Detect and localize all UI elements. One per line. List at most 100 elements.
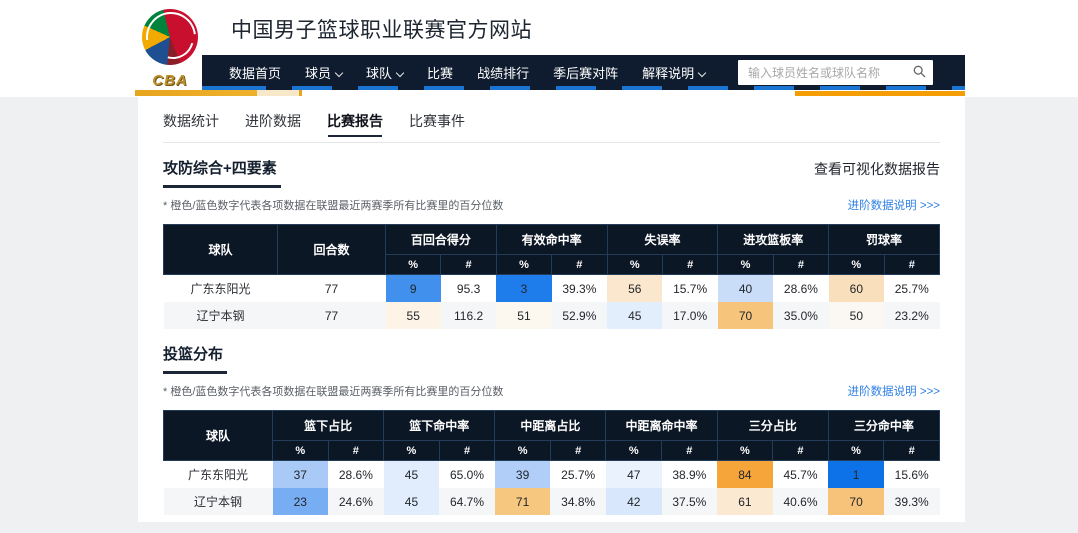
value-cell: 65.0% xyxy=(450,467,485,482)
note-row: * 橙色/蓝色数字代表各项数据在联盟最近两赛季所有比赛里的百分位数 进阶数据说明 … xyxy=(163,383,940,399)
column-header: 球队 xyxy=(163,224,278,275)
sub-column-header: # xyxy=(327,440,385,461)
advanced-data-link[interactable]: 进阶数据说明 >>> xyxy=(847,386,940,398)
nav-item-playoff-bracket[interactable]: 季后赛对阵 xyxy=(553,66,619,81)
percentile-cell: 3 xyxy=(496,274,552,302)
chevron-down-icon xyxy=(697,68,707,78)
column-group-header: 篮下命中率 xyxy=(383,410,496,441)
section-shot-distribution: 投篮分布 * 橙色/蓝色数字代表各项数据在联盟最近两赛季所有比赛里的百分位数 进阶数… xyxy=(163,343,941,515)
percentile-cell: 37 xyxy=(272,460,329,488)
pale-accent-bar xyxy=(257,90,299,96)
section-four-factors: 攻防综合+四要素 查看可视化数据报告 * 橙色/蓝色数字代表各项数据在联盟最近两赛季… xyxy=(163,157,941,329)
percentile-cell: 56 xyxy=(607,274,663,302)
sub-column-header: % xyxy=(494,440,551,461)
lead-value-cell: 77 xyxy=(324,308,339,323)
sub-column-header: # xyxy=(772,440,829,461)
tab-report[interactable]: 比赛报告 xyxy=(327,111,383,142)
nav-item-glossary[interactable]: 解释说明 xyxy=(642,63,707,82)
value-cell: 15.7% xyxy=(673,281,708,296)
sub-column-header: % xyxy=(272,440,329,461)
visual-report-link[interactable]: 查看可视化数据报告 xyxy=(814,161,940,177)
advanced-data-link[interactable]: 进阶数据说明 >>> xyxy=(847,200,940,212)
content-card: 数据统计 进阶数据 比赛报告 比赛事件 攻防综合+四要素 查看可视化数据报告 * 橙色/蓝… xyxy=(138,97,965,522)
percentile-cell: 40 xyxy=(717,274,774,302)
sub-column-header: # xyxy=(883,440,940,461)
nav-item-standings[interactable]: 战绩排行 xyxy=(477,66,530,81)
value-cell: 28.6% xyxy=(338,467,373,482)
value-cell: 17.0% xyxy=(673,308,708,323)
percentile-cell: 1 xyxy=(828,460,884,488)
nav-item-data-home[interactable]: 数据首页 xyxy=(229,66,282,81)
value-cell: 37.5% xyxy=(672,494,707,509)
column-group-header: 中距离命中率 xyxy=(605,410,718,441)
report-sections: 攻防综合+四要素 查看可视化数据报告 * 橙色/蓝色数字代表各项数据在联盟最近两赛季… xyxy=(163,157,941,515)
search-icon[interactable] xyxy=(913,65,926,78)
value-cell: 39.3% xyxy=(562,281,597,296)
column-group-header: 三分占比 xyxy=(716,410,829,441)
header-group-row: 球队 回合数 百回合得分 有效命中率 失误率 进攻篮板率 罚球率 xyxy=(163,224,940,275)
percentile-cell: 9 xyxy=(385,274,441,302)
four-factors-table: 球队 回合数 百回合得分 有效命中率 失误率 进攻篮板率 罚球率% #% #% #% #% # 广东东阳… xyxy=(163,224,941,329)
search-input[interactable] xyxy=(738,60,933,85)
main-nav: 数据首页 球员 球队 比赛 战绩排行 季后赛对阵 解释说明 xyxy=(202,55,965,90)
tab-stats[interactable]: 数据统计 xyxy=(163,113,219,129)
tab-advanced[interactable]: 进阶数据 xyxy=(245,113,301,129)
nav-items: 数据首页 球员 球队 比赛 战绩排行 季后赛对阵 解释说明 xyxy=(229,63,707,82)
percentile-note: * 橙色/蓝色数字代表各项数据在联盟最近两赛季所有比赛里的百分位数 xyxy=(163,386,504,398)
sub-column-header: % xyxy=(383,440,440,461)
sub-column-header: # xyxy=(549,440,607,461)
percentile-cell: 70 xyxy=(717,302,774,329)
percentile-cell: 45 xyxy=(383,488,440,515)
sub-column-header: % xyxy=(828,254,885,275)
percentile-cell: 55 xyxy=(385,302,441,329)
column-header: 球队 xyxy=(163,410,273,461)
value-cell: 39.3% xyxy=(894,494,929,509)
nav-item-teams[interactable]: 球队 xyxy=(366,63,405,82)
percentile-cell: 47 xyxy=(605,460,662,488)
value-cell: 34.8% xyxy=(561,494,596,509)
sub-column-header: % xyxy=(717,254,774,275)
section-header: 攻防综合+四要素 查看可视化数据报告 xyxy=(163,157,940,188)
value-cell: 25.7% xyxy=(894,281,929,296)
value-cell: 15.6% xyxy=(894,467,929,482)
header-group-row: 球队 篮下占比 篮下命中率 中距离占比 中距离命中率 三分占比 三分命中率 xyxy=(163,410,941,461)
team-cell[interactable]: 广东东阳光 xyxy=(190,282,251,296)
cba-logo[interactable]: CBA xyxy=(139,7,201,91)
section-title: 攻防综合+四要素 xyxy=(163,157,281,188)
column-group-header: 进攻篮板率 xyxy=(717,224,830,255)
value-cell: 52.9% xyxy=(562,308,597,323)
table-row: 辽宁本钢 23 24.6% 45 64.7% 71 34.8% 42 37.5% 61 40.6% 7… xyxy=(163,488,940,515)
header-sub-row: % #% #% #% #% #% # xyxy=(164,440,940,461)
top-header: CBA 中国男子篮球职业联赛官方网站 数据首页 球员 球队 比赛 战绩排行 季后赛对阵 解释… xyxy=(0,0,1078,97)
sub-column-header: # xyxy=(661,254,719,275)
team-cell[interactable]: 辽宁本钢 xyxy=(193,495,242,509)
percentile-cell: 45 xyxy=(383,460,440,488)
sub-column-header: % xyxy=(827,440,885,461)
column-group-header: 有效命中率 xyxy=(495,224,608,255)
value-cell: 28.6% xyxy=(783,281,818,296)
search-box xyxy=(738,60,933,85)
team-cell[interactable]: 辽宁本钢 xyxy=(196,309,245,323)
percentile-cell: 60 xyxy=(828,274,885,302)
value-cell: 38.9% xyxy=(672,467,707,482)
nav-item-players[interactable]: 球员 xyxy=(305,63,344,82)
column-group-header: 罚球率 xyxy=(828,224,940,255)
sub-column-header: # xyxy=(883,254,941,275)
lead-value-cell: 77 xyxy=(324,281,339,296)
sub-column-header: # xyxy=(438,440,496,461)
column-group-header: 中距离占比 xyxy=(494,410,607,441)
table-row: 广东东阳光 77 9 95.3 3 39.3% 56 15.7% 40 28.6% 60 25.7% xyxy=(163,274,940,302)
percentile-cell: 71 xyxy=(494,488,551,515)
tab-events[interactable]: 比赛事件 xyxy=(409,113,465,129)
percentile-note: * 橙色/蓝色数字代表各项数据在联盟最近两赛季所有比赛里的百分位数 xyxy=(163,200,504,212)
sub-column-header: % xyxy=(716,440,774,461)
header-sub-row: % #% #% #% #% # xyxy=(164,254,941,275)
gold-accent-bar xyxy=(135,90,257,96)
nav-item-games[interactable]: 比赛 xyxy=(427,66,454,81)
table-row: 辽宁本钢 77 55 116.2 51 52.9% 45 17.0% 70 35.0% 50 23.2… xyxy=(163,302,940,329)
nav-underline-dashes xyxy=(202,86,965,90)
team-cell[interactable]: 广东东阳光 xyxy=(187,468,248,482)
shot-distribution-table: 球队 篮下占比 篮下命中率 中距离占比 中距离命中率 三分占比 三分命中率% #% #% #% #%… xyxy=(163,410,941,515)
value-cell: 40.6% xyxy=(783,494,818,509)
gold-accent-tick xyxy=(299,90,302,96)
